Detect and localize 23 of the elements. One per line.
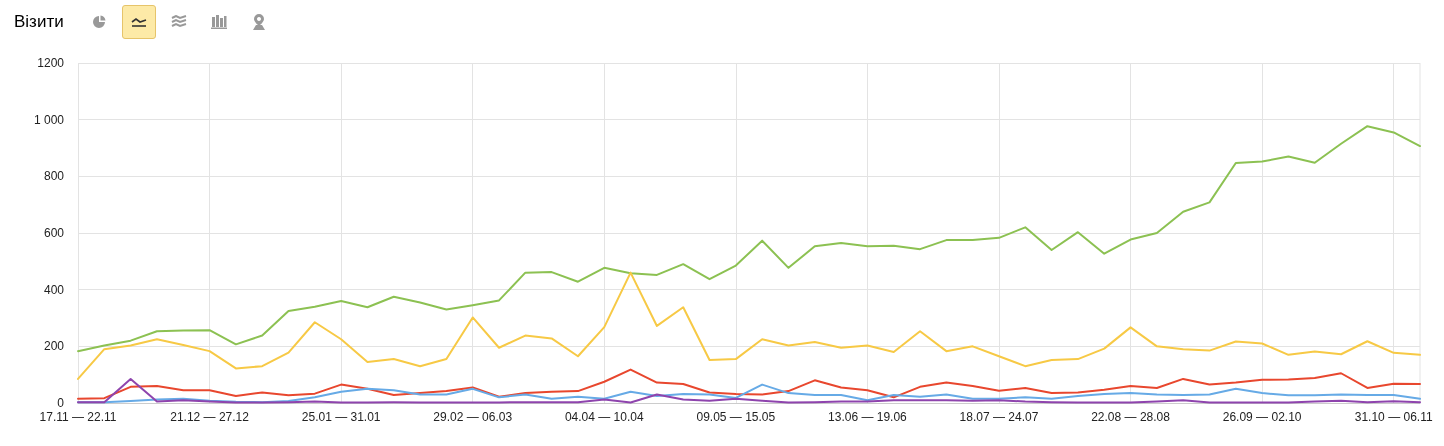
x-tick-label: 29.02 — 06.03 xyxy=(433,410,513,424)
x-tick-label: 25.01 — 31.01 xyxy=(301,410,381,424)
x-tick-label: 21.12 — 27.12 xyxy=(170,410,250,424)
x-tick-label: 09.05 — 15.05 xyxy=(696,410,776,424)
line-series xyxy=(77,377,1421,404)
x-tick-label: 22.08 — 28.08 xyxy=(1091,410,1171,424)
y-tick-label: 600 xyxy=(43,226,65,240)
y-tick-label: 1 000 xyxy=(33,112,65,127)
line-series xyxy=(77,271,1421,380)
x-tick-label: 04.04 — 10.04 xyxy=(564,410,644,424)
x-tick-label: 26.09 — 02.10 xyxy=(1222,410,1302,424)
x-tick-label: 13.06 — 19.06 xyxy=(828,410,908,424)
x-tick-label: 31.10 — 06.11 xyxy=(1354,410,1433,424)
chart-title: Візити xyxy=(14,12,64,32)
x-tick-label: 17.11 — 22.11 xyxy=(39,410,117,424)
y-tick-label: 1200 xyxy=(37,56,65,70)
y-tick-label: 800 xyxy=(43,169,65,184)
y-tick-label: 200 xyxy=(43,339,65,354)
line-series xyxy=(77,125,1421,353)
y-tick-label: 400 xyxy=(43,282,65,297)
line-series xyxy=(77,368,1421,400)
x-tick-label: 18.07 — 24.07 xyxy=(959,410,1039,424)
y-tick-label: 0 xyxy=(57,396,65,410)
